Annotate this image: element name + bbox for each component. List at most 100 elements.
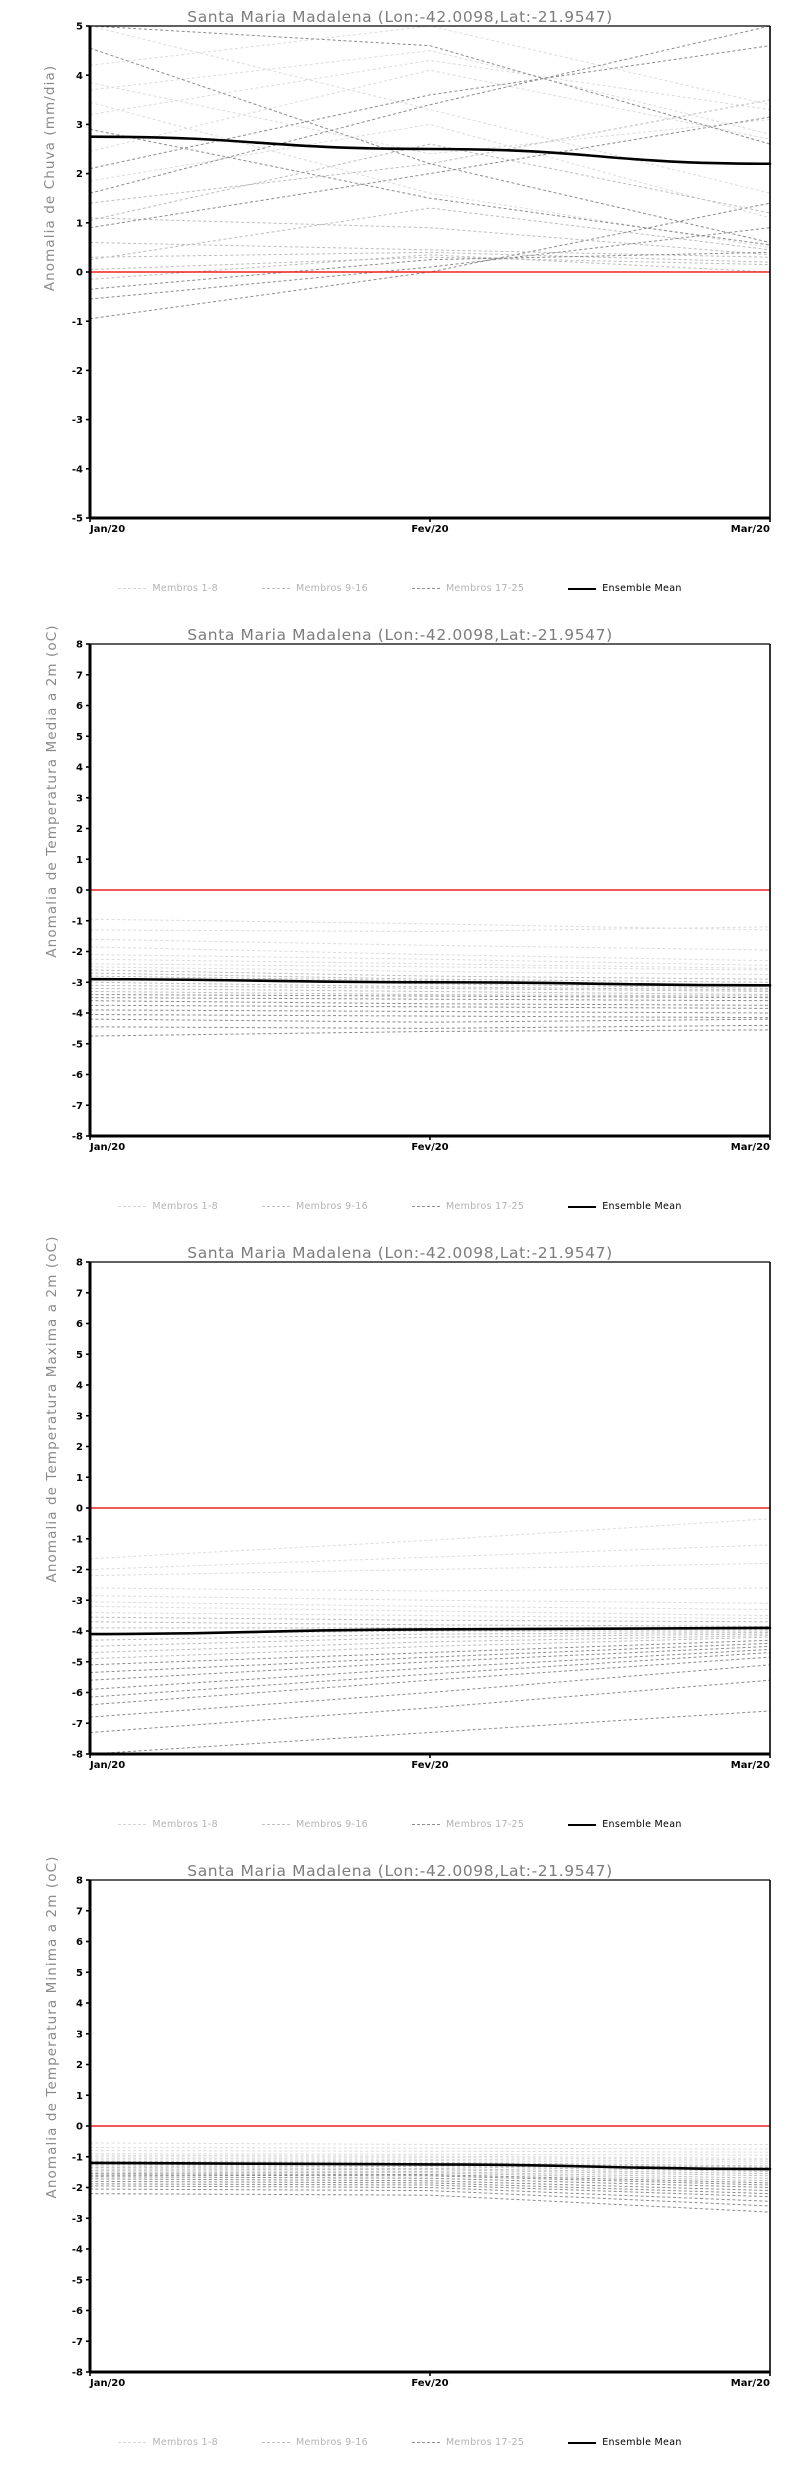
y-tick-label: 6 [76, 701, 83, 712]
y-tick-label: -5 [72, 514, 83, 525]
legend-swatch-icon [411, 1824, 440, 1825]
y-tick-label: -3 [72, 2214, 83, 2225]
y-tick-label: -2 [72, 947, 83, 958]
ensemble-mean-line [88, 2161, 772, 2171]
y-tick-label: 6 [76, 1937, 83, 1948]
legend-label: Membros 9-16 [295, 1819, 368, 1830]
legend-item-4: Ensemble Mean [568, 583, 681, 594]
member-line [89, 1645, 771, 1681]
y-tick-label: 5 [76, 1350, 83, 1361]
x-tick-label: Mar/20 [731, 2378, 770, 2389]
member-line [89, 25, 771, 194]
legend-item-3: Membros 17-25 [411, 583, 524, 594]
y-tick-label: 8 [76, 640, 83, 651]
legend-swatch-icon [118, 2442, 147, 2443]
member-line [89, 50, 771, 135]
y-tick-label: -7 [72, 1719, 83, 1730]
legend-swatch-icon [118, 588, 147, 589]
legend-item-2: Membros 9-16 [261, 583, 368, 594]
member-line [89, 101, 771, 248]
member-line [89, 1636, 771, 1660]
plot-area-temp-media: Anomalia de Temperatura Media a 2m (oC) … [0, 618, 800, 1236]
y-tick-label: -7 [72, 2337, 83, 2348]
legend-swatch-icon [411, 588, 440, 589]
legend-label: Membros 1-8 [152, 583, 218, 594]
y-tick-label: 4 [76, 71, 83, 82]
legend-label: Membros 1-8 [152, 2437, 218, 2448]
y-tick-label: 8 [76, 1876, 83, 1887]
y-tick-label: 0 [76, 1504, 83, 1515]
member-line [89, 47, 771, 243]
y-tick-label: 7 [76, 1906, 83, 1917]
y-tick-label: 0 [76, 268, 83, 279]
member-line [89, 128, 771, 246]
y-tick-label: 2 [76, 169, 83, 180]
x-tick-label: Fev/20 [411, 2378, 448, 2389]
legend-precipitation: Membros 1-8 Membros 9-16 Membros 17-25 Ense… [0, 583, 800, 594]
y-tick-label: 2 [76, 824, 83, 835]
y-tick-label: -6 [72, 2306, 83, 2317]
y-tick-label: -5 [72, 1039, 83, 1050]
member-line [89, 256, 771, 271]
y-tick-label: -5 [72, 1657, 83, 1668]
y-tick-label: -2 [72, 366, 83, 377]
legend-swatch-icon [261, 2442, 290, 2443]
y-tick-label: -7 [72, 1101, 83, 1112]
chart-panel-temp-media: Santa Maria Madalena (Lon:-42.0098,Lat:-… [0, 618, 800, 1236]
y-tick-label: 2 [76, 1442, 83, 1453]
member-line [89, 59, 771, 116]
y-tick-label: 8 [76, 1258, 83, 1269]
legend-item-3: Membros 17-25 [411, 1819, 525, 1830]
legend-label: Membros 17-25 [445, 2437, 525, 2448]
member-line [89, 1656, 771, 1706]
y-tick-label: -1 [72, 2152, 83, 2163]
y-tick-label: 0 [76, 2122, 83, 2133]
legend-item-4: Ensemble Mean [568, 2437, 681, 2448]
y-tick-label: -1 [72, 1534, 83, 1545]
legend-item-3: Membros 17-25 [411, 2437, 525, 2448]
y-tick-label: 5 [76, 1968, 83, 1979]
legend-item-2: Membros 9-16 [261, 2437, 368, 2448]
legend-swatch-icon [118, 1206, 147, 1207]
x-tick-label: Jan/20 [89, 1142, 125, 1153]
plot-area-temp-maxima: Anomalia de Temperatura Maxima a 2m (oC)… [0, 1236, 800, 1854]
legend-label: Membros 1-8 [152, 1201, 218, 1212]
y-tick-label: -5 [72, 2275, 83, 2286]
y-tick-label: -2 [72, 2183, 83, 2194]
legend-temp-maxima: Membros 1-8 Membros 9-16 Membros 17-25 Ense… [0, 1819, 800, 1830]
member-line [89, 227, 771, 300]
legend-label: Membros 9-16 [295, 1201, 368, 1212]
member-line [89, 116, 771, 229]
y-tick-label: 3 [76, 2029, 83, 2040]
legend-label: Membros 1-8 [152, 1819, 218, 1830]
chart-panel-precipitation: Santa Maria Madalena (Lon:-42.0098,Lat:-… [0, 0, 800, 618]
y-tick-label: 1 [76, 218, 83, 229]
y-tick-label: -4 [72, 1627, 83, 1638]
y-tick-label: -6 [72, 1070, 83, 1081]
x-tick-label: Fev/20 [411, 524, 448, 535]
y-tick-label: -4 [72, 2245, 83, 2256]
y-tick-label: 1 [76, 855, 83, 866]
member-line [89, 25, 771, 194]
legend-swatch-icon [261, 588, 290, 589]
legend-item-1: Membros 1-8 [118, 1819, 218, 1830]
y-tick-label: -3 [72, 978, 83, 989]
y-tick-label: 4 [76, 1999, 83, 2010]
y-tick-label: 7 [76, 670, 83, 681]
ensemble-mean-line [88, 135, 772, 166]
legend-label: Ensemble Mean [602, 2437, 682, 2448]
y-tick-label: -1 [72, 916, 83, 927]
member-line [89, 25, 771, 145]
legend-swatch-icon [411, 1206, 440, 1207]
page-title: Santa Maria Madalena (Lon:-42.0098,Lat:-… [187, 1862, 613, 1880]
legend-label: Membros 17-25 [445, 1819, 525, 1830]
legend-item-4: Ensemble Mean [568, 1201, 681, 1212]
legend-label: Ensemble Mean [602, 1201, 682, 1212]
x-tick-label: Mar/20 [731, 524, 770, 535]
member-line [89, 1544, 771, 1570]
x-tick-label: Mar/20 [731, 1142, 770, 1153]
member-line [89, 1648, 771, 1690]
plot-svg-temp-minima: -8 -7 -6 -5 -4 -3 -2 -1 0 1 2 3 4 5 6 7 8 Jan/20 Fev/20 Mar… [72, 1876, 772, 2389]
legend-item-2: Membros 9-16 [261, 1819, 368, 1830]
legend-label: Membros 17-25 [445, 1201, 525, 1212]
